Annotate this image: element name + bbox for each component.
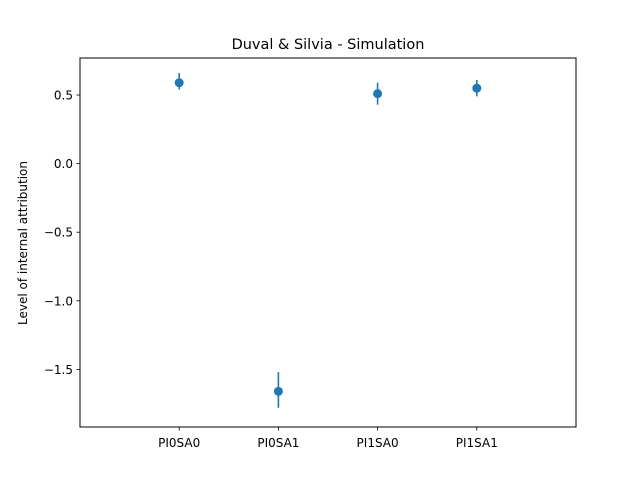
data-point [373,89,383,99]
x-tick-label: PI1SA1 [456,436,498,450]
chart-title: Duval & Silvia - Simulation [232,37,425,53]
data-point [273,386,283,396]
y-tick-label: −0.5 [44,226,73,240]
x-tick-label: PI0SA0 [158,436,200,450]
plot-frame [79,57,577,428]
y-tick-label: −1.0 [44,294,73,308]
axis-ticks: 0.5 0.0 −0.5 −1.0 −1.5 PI0SA0 PI0SA1 PI1SA0 PI1S… [44,89,498,450]
y-tick-label: −1.5 [44,363,73,377]
data-marks [174,73,482,408]
y-tick-label: 0.0 [54,157,73,171]
x-tick-label: PI0SA1 [257,436,299,450]
data-point [174,78,184,88]
y-tick-label: 0.5 [54,89,73,103]
x-tick-label: PI1SA0 [357,436,399,450]
data-point [472,83,482,93]
y-axis-label: Level of internal attribution [16,161,30,325]
